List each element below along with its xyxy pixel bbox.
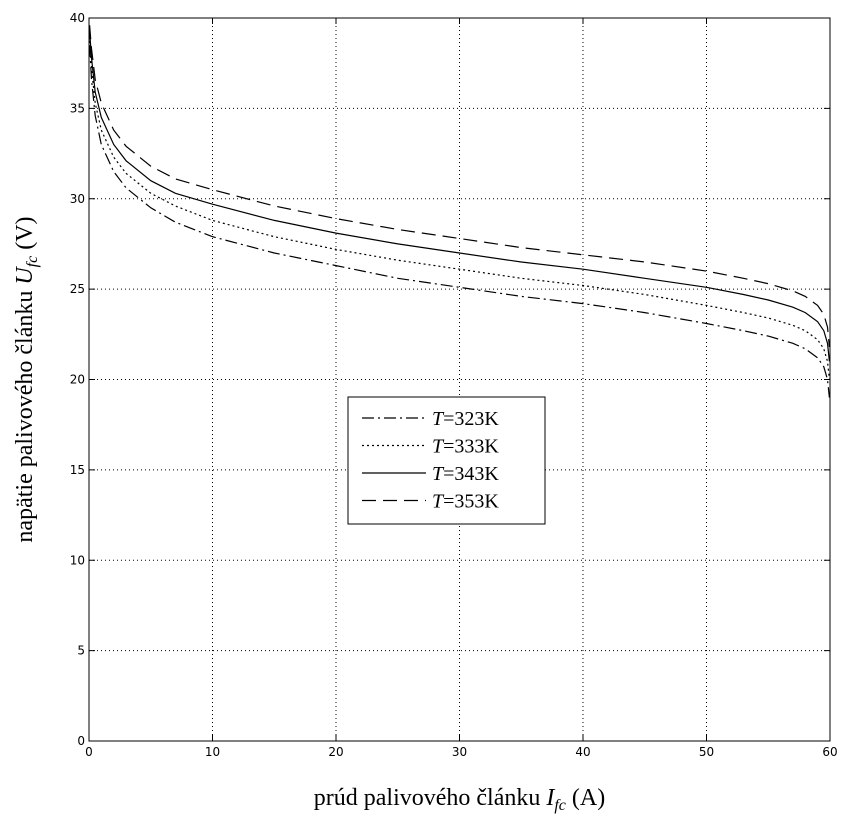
y-axis-title-symbol: U (12, 266, 38, 285)
legend-entry-value: =333K (443, 436, 499, 458)
y-axis-title-prefix: napätie palivového článku (12, 285, 38, 543)
x-axis-title-prefix: prúd palivového článku (314, 785, 547, 811)
y-tick-label: 10 (70, 553, 85, 567)
y-tick-label: 0 (77, 734, 85, 748)
legend-box (347, 396, 546, 525)
series-line-333K (89, 36, 830, 380)
legend-entry-symbol: T (432, 463, 445, 485)
ticks: 0 10 20 30 40 50 60 0 5 10 15 20 25 30 35 40 (70, 11, 838, 759)
y-tick-label: 25 (70, 282, 85, 296)
x-tick-label: 60 (822, 745, 837, 759)
y-tick-label: 35 (70, 101, 85, 115)
y-tick-label: 30 (70, 192, 85, 206)
legend-entry-label: T=353K (432, 491, 499, 513)
series-line-323K (89, 45, 830, 398)
legend-entry-label: T=333K (432, 436, 499, 458)
y-tick-label: 5 (77, 644, 85, 658)
series-line-343K (89, 30, 830, 362)
grid (89, 18, 830, 741)
x-tick-label: 0 (85, 745, 93, 759)
y-axis-title-subscript: fc (24, 256, 41, 268)
x-tick-label: 10 (205, 745, 220, 759)
legend-entry-value: =323K (443, 408, 499, 430)
legend-entry-symbol: T (432, 436, 445, 458)
x-tick-label: 40 (575, 745, 590, 759)
legend-entry-value: =343K (443, 463, 499, 485)
x-axis-title-symbol: I (545, 785, 555, 811)
series-lines (89, 25, 830, 398)
y-axis-title: napätie palivového článku Ufc (V) (12, 216, 41, 542)
legend-entry-value: =353K (443, 491, 499, 513)
legend-entry-symbol: T (432, 491, 445, 513)
y-axis-title-unit: (V) (12, 216, 38, 255)
x-axis-title: prúd palivového článku Ifc (A) (314, 785, 605, 814)
y-tick-label: 15 (70, 463, 85, 477)
x-tick-label: 30 (452, 745, 467, 759)
legend-entry-symbol: T (432, 408, 445, 430)
series-line-353K (89, 25, 830, 348)
x-tick-label: 50 (699, 745, 714, 759)
legend-entry-label: T=343K (432, 463, 499, 485)
legend-entry-label: T=323K (432, 408, 499, 430)
y-tick-label: 40 (70, 11, 85, 25)
x-axis-title-subscript: fc (554, 797, 566, 814)
x-tick-label: 20 (328, 745, 343, 759)
x-axis-title-unit: (A) (566, 785, 605, 811)
y-tick-label: 20 (70, 373, 85, 387)
